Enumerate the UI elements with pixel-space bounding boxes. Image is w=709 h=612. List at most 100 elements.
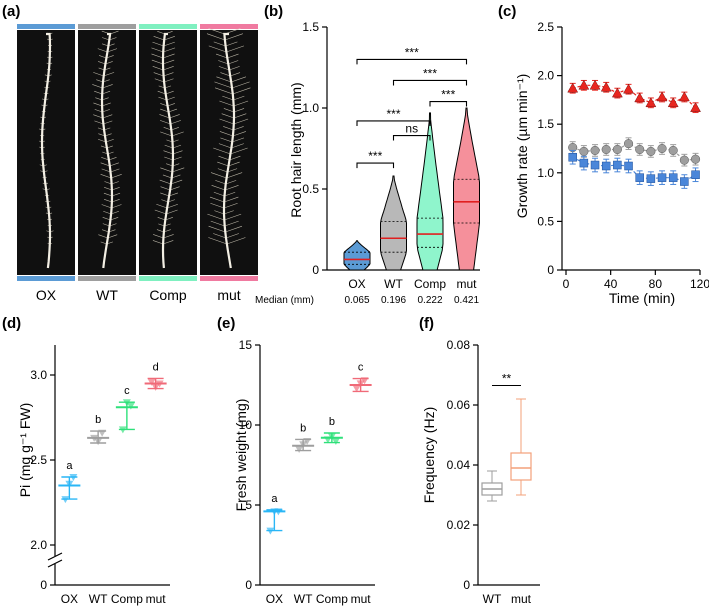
y-tick-label-f: 0.04 xyxy=(447,458,471,472)
group-letter: b xyxy=(329,416,335,428)
root-hair xyxy=(106,55,114,59)
group-letter: a xyxy=(66,460,73,472)
significance-label: ns xyxy=(405,122,418,136)
data-point-mut xyxy=(634,92,646,103)
x-tick-label-f: mut xyxy=(511,592,532,606)
root-hair xyxy=(160,192,170,197)
root-hair xyxy=(171,174,181,179)
y-tick-label: 2.0 xyxy=(30,538,47,552)
root-hair xyxy=(225,225,243,233)
root-hair xyxy=(172,156,182,161)
root-hair xyxy=(159,120,171,125)
data-point-mut xyxy=(645,97,657,108)
root-hair xyxy=(98,61,106,65)
root-hair xyxy=(94,109,103,113)
root-hair xyxy=(104,181,112,185)
group-letter: c xyxy=(124,385,130,397)
root-hair xyxy=(154,78,165,83)
root-hair xyxy=(93,72,104,77)
root-hair xyxy=(162,59,175,65)
root-hair xyxy=(232,87,251,95)
root-hair xyxy=(164,36,175,41)
root-hair xyxy=(107,48,118,53)
root-hair xyxy=(94,120,104,125)
significance-bracket xyxy=(356,162,395,169)
root-hair xyxy=(153,72,164,77)
y-tick-label-b: 1.5 xyxy=(302,20,319,34)
root-hair xyxy=(160,108,169,113)
root-hair xyxy=(214,210,225,215)
root-hair xyxy=(102,109,110,113)
root-hair xyxy=(224,191,236,197)
y-tick-label-b: 0.5 xyxy=(302,182,319,196)
root-hair xyxy=(169,192,179,197)
data-point-ox xyxy=(657,173,667,182)
data-point-mut xyxy=(578,79,590,90)
root-hair xyxy=(219,118,234,125)
root-hair xyxy=(104,198,112,203)
genotype-color-bar-bottom xyxy=(78,276,136,281)
y-tick-label-b: 1.0 xyxy=(302,101,319,115)
root-hair xyxy=(105,61,113,65)
root-hair xyxy=(159,114,170,119)
data-point-ox xyxy=(590,160,600,170)
root-hair xyxy=(164,156,174,161)
fresh-weight-chart: Fresh weight (mg) 0 5 10 15 OX a WT b Comp b mut c xyxy=(233,338,375,606)
root-hair xyxy=(160,103,168,107)
panel-label-a: (a) xyxy=(2,3,20,20)
root-hair xyxy=(233,95,245,101)
root-hair xyxy=(218,60,229,65)
root-hair xyxy=(167,103,175,107)
root-hair xyxy=(163,41,175,47)
root-hair xyxy=(223,108,235,113)
root-hair xyxy=(223,126,234,131)
data-point xyxy=(274,508,283,516)
root-hair xyxy=(108,157,117,161)
root-hair xyxy=(233,113,247,119)
axis-break-mark xyxy=(47,552,63,561)
root-hair xyxy=(102,223,110,227)
root-hair xyxy=(103,210,112,215)
root-hair xyxy=(110,210,120,215)
y-tick-label-f: 0.06 xyxy=(447,398,471,412)
genotype-color-bar-top xyxy=(78,24,136,29)
data-point xyxy=(266,527,275,535)
root-hair xyxy=(164,85,172,89)
root-hair xyxy=(213,41,226,47)
root-hair xyxy=(170,120,181,125)
data-point-mut xyxy=(690,102,701,112)
data-point xyxy=(299,441,308,449)
root-hair xyxy=(167,203,178,209)
data-point xyxy=(65,480,74,488)
root-hair xyxy=(163,47,176,53)
root-hair xyxy=(172,144,182,149)
root-hair xyxy=(163,234,174,239)
y-tick-label-f: 0 xyxy=(463,578,470,592)
root-hair xyxy=(101,102,111,107)
panel-label-e: (e) xyxy=(217,315,235,332)
genotype-label: Comp xyxy=(149,287,187,303)
root-hair xyxy=(210,202,225,209)
root-hair xyxy=(169,186,180,191)
root-hair xyxy=(152,240,164,245)
y-axis-label-e: Fresh weight (mg) xyxy=(233,399,249,512)
root-hair xyxy=(214,87,233,95)
root-hair xyxy=(164,144,173,149)
violin-mut xyxy=(453,107,480,271)
x-tick-label-b: Comp xyxy=(414,277,446,291)
root-hair xyxy=(213,147,231,155)
root-hair xyxy=(224,213,242,221)
root-hair xyxy=(97,48,108,53)
root-hair xyxy=(153,36,165,41)
data-point xyxy=(303,438,312,445)
group-letter: b xyxy=(300,422,306,434)
root-hair xyxy=(160,186,171,191)
root-hair xyxy=(219,100,234,107)
y-tick-label: 0 xyxy=(40,578,47,592)
data-point-wt xyxy=(579,146,589,156)
root-hair xyxy=(111,204,122,209)
significance-bracket xyxy=(392,134,431,141)
data-point-ox xyxy=(624,161,633,171)
root-hair xyxy=(103,72,115,77)
